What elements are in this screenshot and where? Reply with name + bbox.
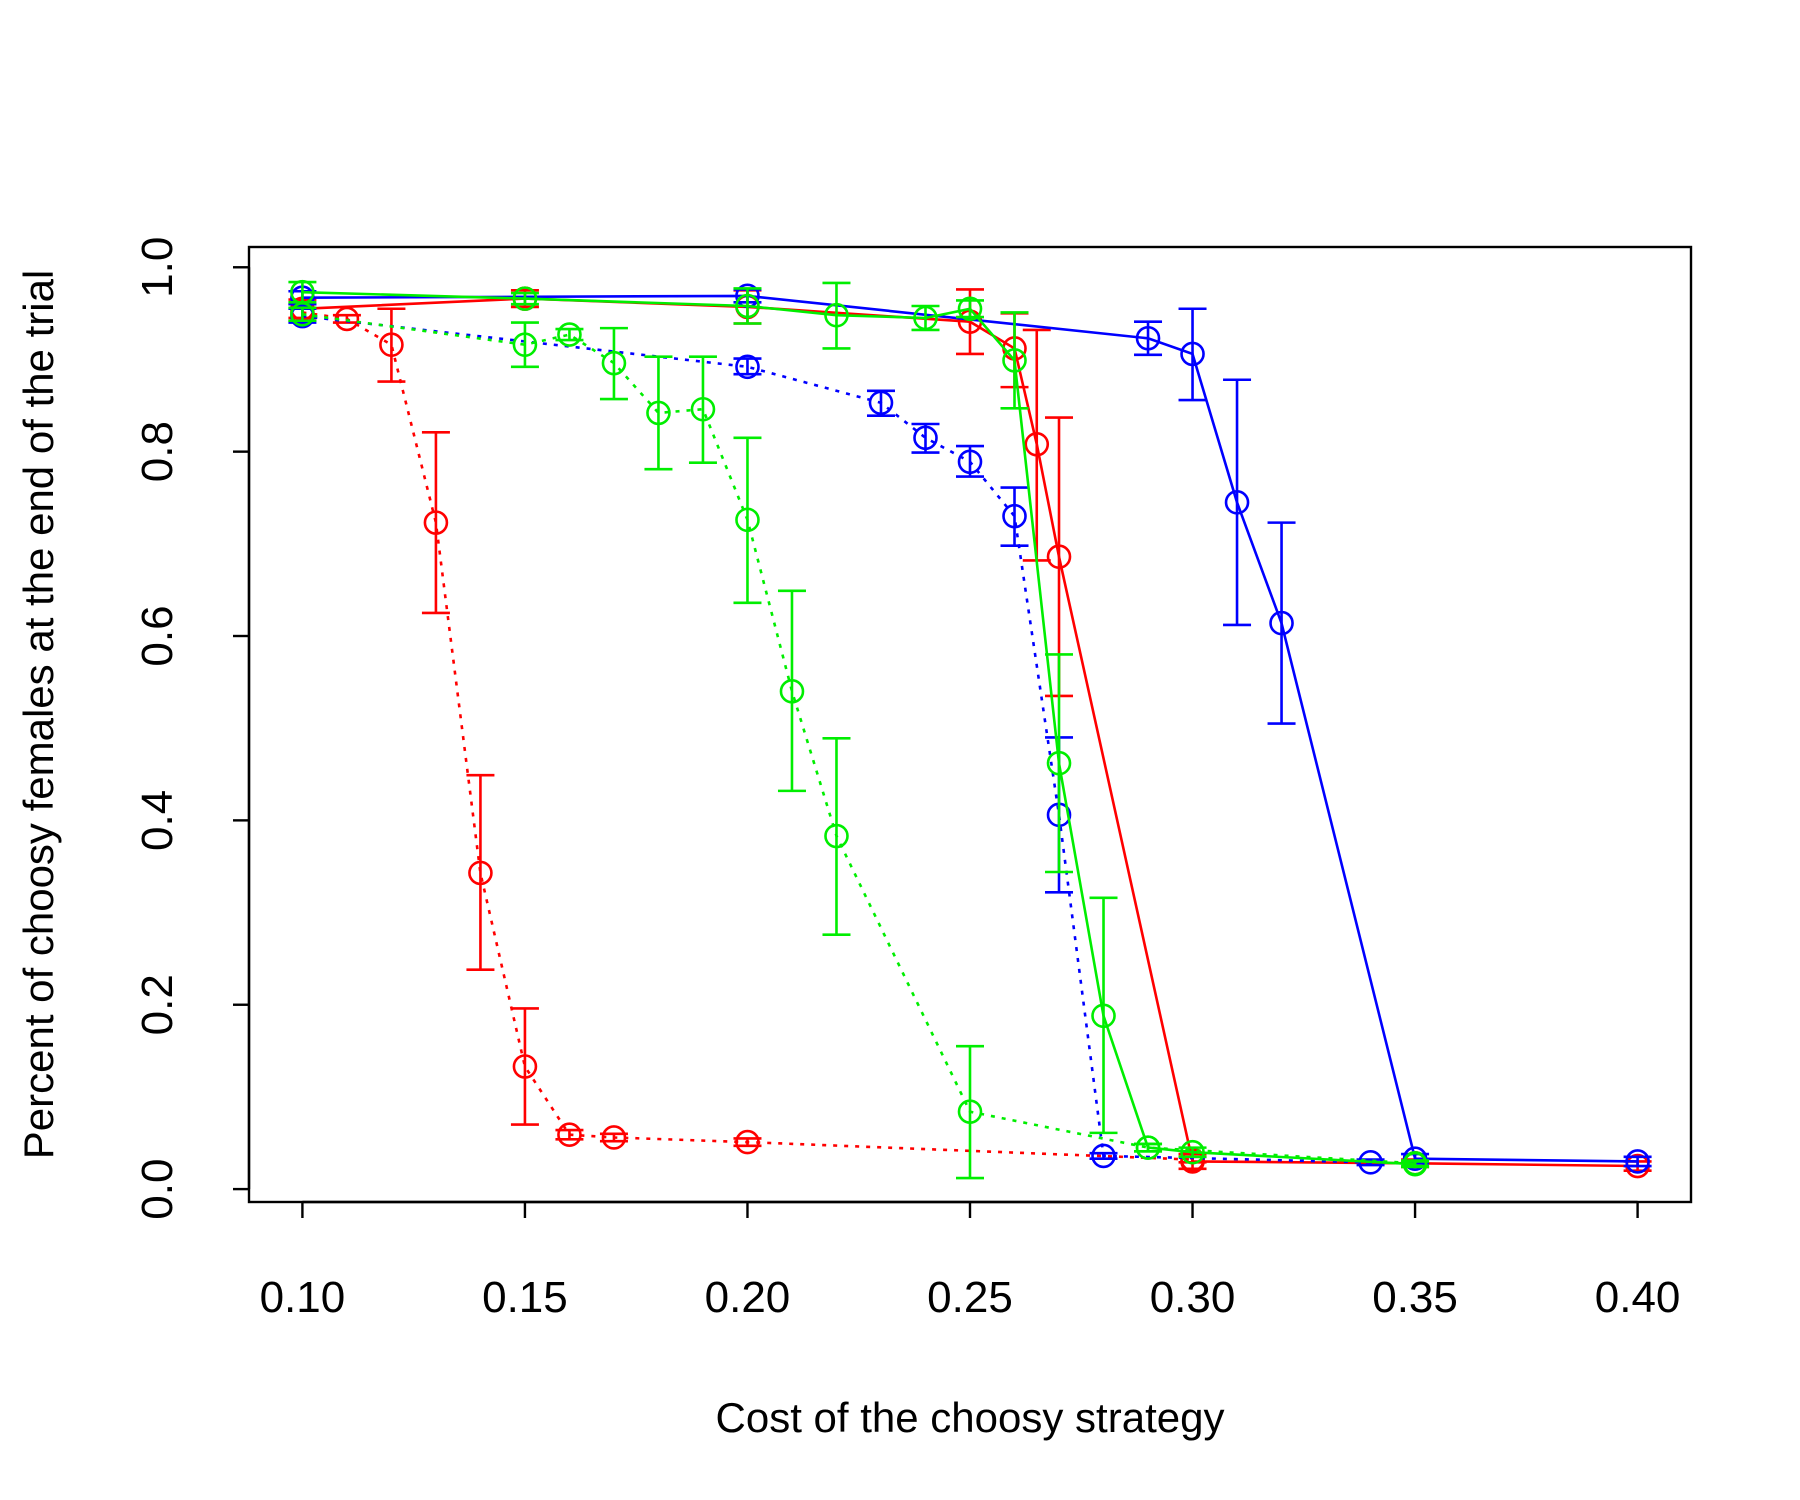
data-point [957, 296, 983, 322]
error-bar [421, 430, 450, 615]
series-line [302, 294, 1638, 1163]
error-bar [1089, 896, 1118, 1135]
x-tick-label: 0.15 [482, 1273, 568, 1322]
x-axis-label: Cost of the choosy strategy [716, 1394, 1225, 1441]
error-bar [599, 326, 628, 401]
error-bar [956, 299, 984, 319]
data-point [1135, 325, 1161, 351]
data-point [957, 1099, 983, 1124]
data-point [1135, 1135, 1161, 1160]
data-point [913, 305, 938, 331]
x-tick-label: 0.35 [1372, 1273, 1458, 1322]
error-bar [377, 307, 406, 383]
y-tick-label: 0.8 [133, 421, 182, 482]
data-point [601, 1125, 627, 1150]
x-tick-label: 0.20 [705, 1273, 791, 1322]
y-tick-label: 0.0 [133, 1159, 182, 1220]
data-point [824, 302, 849, 328]
data-point [735, 507, 760, 533]
series-layer [288, 279, 1652, 1180]
error-bar [688, 355, 717, 465]
x-tick-label: 0.30 [1150, 1273, 1236, 1322]
y-axis: 0.0 0.2 0.4 0.6 0.8 1.0 [133, 237, 251, 1220]
error-bar [822, 737, 851, 936]
data-point [468, 860, 493, 886]
data-point [957, 449, 983, 475]
data-point [735, 354, 760, 380]
data-point [423, 510, 449, 535]
data-point [1180, 1139, 1205, 1165]
error-bar [1045, 653, 1074, 874]
y-tick-label: 0.2 [133, 974, 182, 1035]
data-point [1002, 503, 1027, 529]
data-point [512, 286, 538, 311]
data-point [1402, 1151, 1428, 1177]
x-tick-label: 0.40 [1595, 1273, 1681, 1322]
error-bar [1000, 486, 1029, 547]
data-point [1180, 341, 1205, 367]
y-tick-label: 0.6 [133, 605, 182, 666]
data-point [1046, 544, 1072, 570]
series-line [302, 311, 1193, 1161]
error-bar [466, 773, 495, 972]
data-point [557, 1122, 582, 1148]
data-point [646, 400, 671, 426]
data-point [1269, 610, 1294, 636]
error-bar [777, 589, 806, 793]
series-green-solid [288, 279, 1430, 1177]
series-line [302, 290, 1416, 1166]
data-point [557, 322, 582, 347]
data-point [690, 396, 716, 422]
error-bar [510, 321, 539, 369]
data-point [601, 350, 627, 376]
data-point [1024, 431, 1050, 457]
data-point [379, 332, 404, 358]
error-bar [1178, 307, 1207, 402]
error-bar [822, 281, 851, 350]
data-point [512, 332, 538, 358]
y-tick-label: 1.0 [133, 237, 182, 298]
error-bar [733, 436, 762, 605]
data-point [1046, 750, 1072, 776]
data-point [512, 1054, 538, 1079]
x-tick-label: 0.10 [260, 1273, 346, 1322]
data-point [824, 823, 849, 849]
error-bar [1267, 521, 1296, 725]
error-bar [1223, 378, 1252, 627]
y-tick-label: 0.4 [133, 790, 182, 851]
data-point [1002, 348, 1027, 373]
error-bar [956, 1044, 984, 1180]
data-point [290, 279, 315, 305]
error-bar [1000, 311, 1029, 410]
error-bar [644, 355, 673, 471]
data-point [779, 679, 805, 704]
data-point [1625, 1149, 1650, 1174]
data-point [735, 293, 760, 319]
error-bar [510, 1007, 539, 1126]
x-axis: 0.10 0.15 0.20 0.25 0.30 0.35 0.40 [260, 1200, 1681, 1322]
data-point [735, 1129, 760, 1155]
x-tick-label: 0.25 [927, 1273, 1013, 1322]
data-point [1091, 1003, 1116, 1029]
data-point [1091, 1143, 1116, 1169]
data-point [868, 390, 894, 416]
data-point [913, 425, 938, 451]
y-axis-label: Percent of choosy females at the end of … [15, 270, 62, 1160]
data-point [1224, 490, 1250, 515]
